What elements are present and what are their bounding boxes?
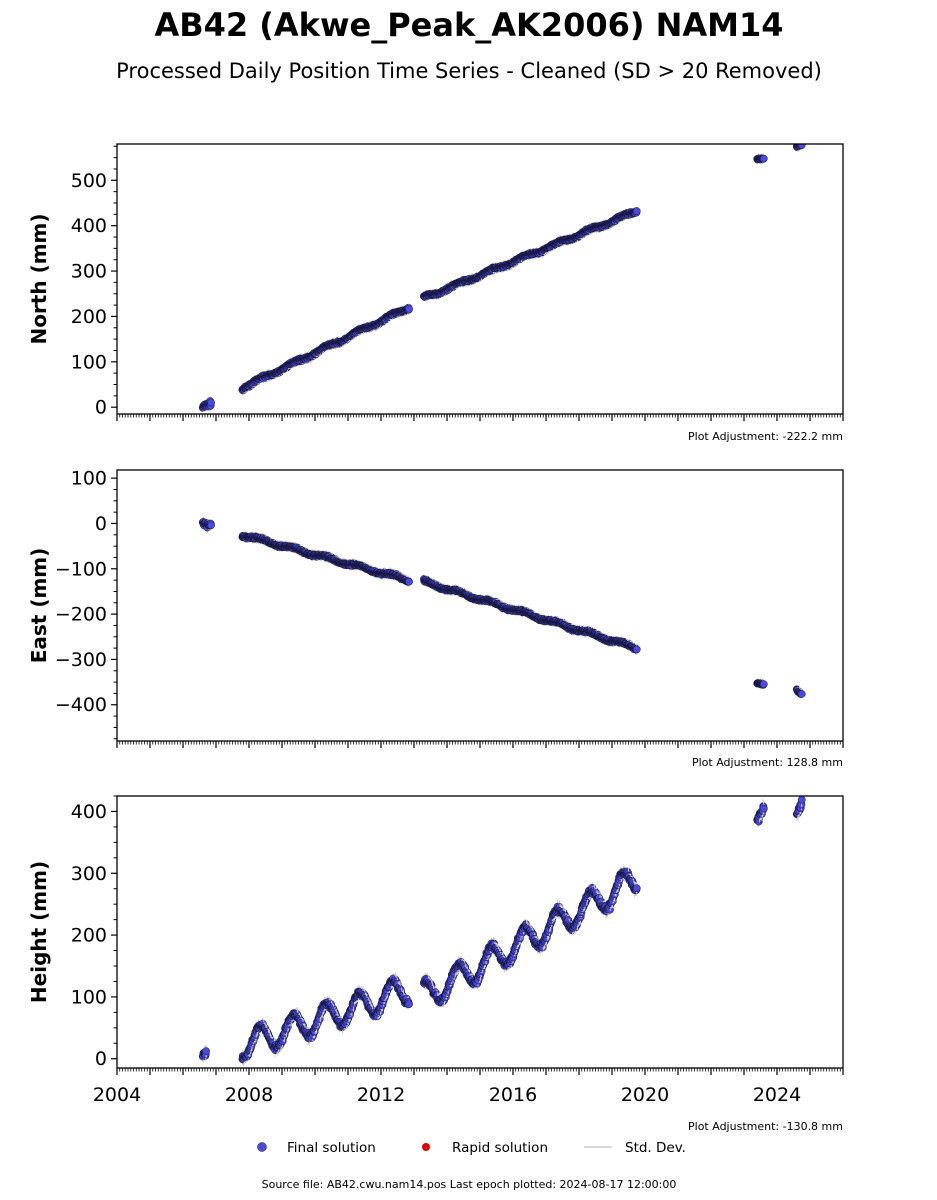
data-point [797, 144, 806, 149]
y-axis-label: North (mm) [27, 213, 51, 344]
y-tick-label: 100 [71, 351, 107, 373]
data-point [405, 577, 413, 586]
y-tick-label: 0 [95, 397, 107, 419]
data-point [405, 305, 413, 313]
data-point [207, 398, 215, 407]
panel-1-points [198, 517, 806, 700]
panel-0: 0 100 200 300 400 500 North (mm) Plot Adjustmen… [27, 143, 844, 443]
y-tick-label: 300 [71, 261, 107, 283]
y-tick-label: 500 [71, 170, 107, 192]
chart-title: AB42 (Akwe_Peak_AK2006) NAM14 [154, 6, 783, 44]
y-tick-label: 200 [71, 306, 107, 328]
panel-0-points [198, 144, 806, 412]
chart-subtitle: Processed Daily Position Time Series - C… [116, 59, 822, 83]
data-point [759, 154, 768, 163]
panels: 0 100 200 300 400 500 North (mm) Plot Adjustmen… [27, 143, 844, 1133]
data-point [632, 207, 641, 215]
data-point [207, 521, 215, 530]
y-tick-label: 400 [71, 215, 107, 237]
plot-adjustment-note: Plot Adjustment: -222.2 mm [688, 430, 843, 443]
